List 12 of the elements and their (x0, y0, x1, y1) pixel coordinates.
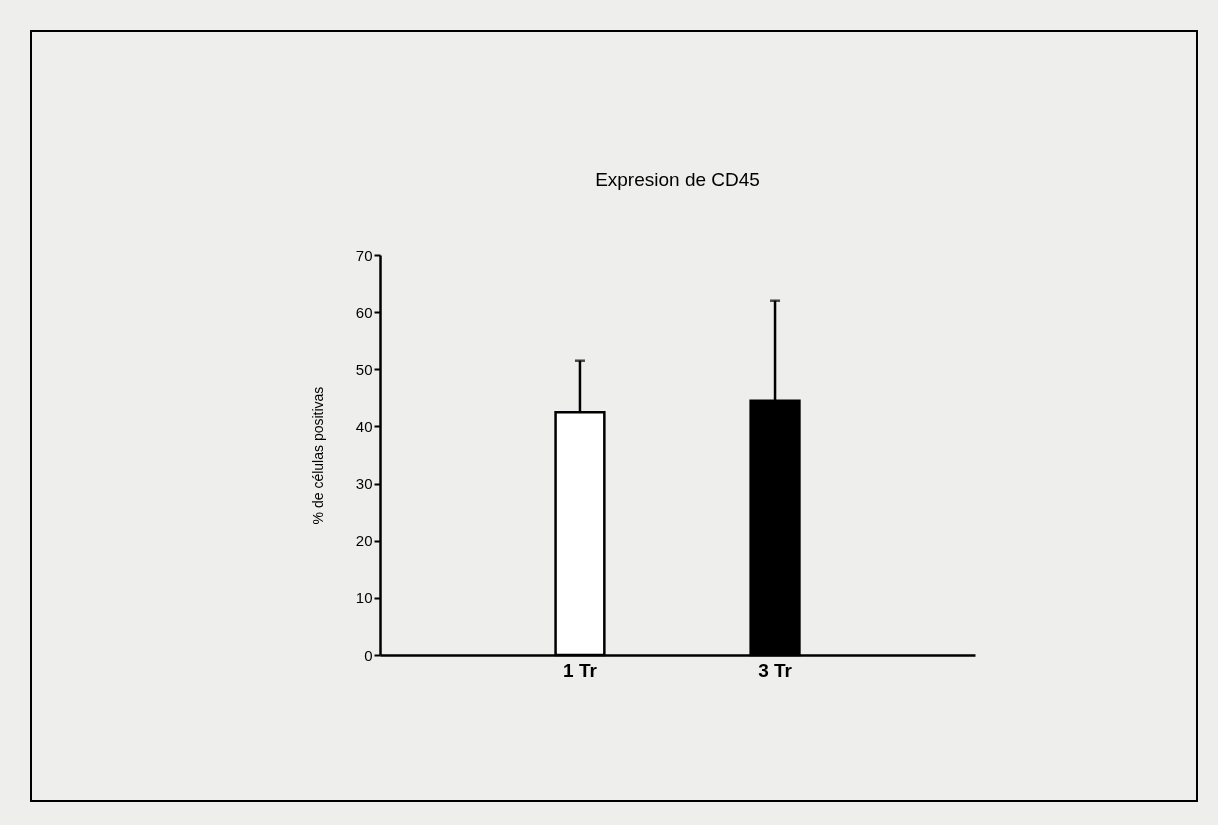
x-tick-label: 1 Tr (563, 659, 598, 681)
y-tick-label: 10 (355, 589, 373, 607)
chart-title: Expresion de CD45 (595, 169, 760, 190)
y-tick-label: 40 (355, 417, 373, 435)
y-tick-label: 0 (364, 646, 373, 664)
y-tick-label: 60 (355, 303, 373, 321)
y-tick-label: 20 (355, 532, 373, 550)
y-tick-label: 70 (355, 246, 373, 264)
y-tick-label: 50 (355, 360, 373, 378)
y-axis-title: % de células positivas (309, 386, 326, 525)
x-tick-label: 3 Tr (758, 659, 793, 681)
y-tick-label: 30 (355, 475, 373, 493)
